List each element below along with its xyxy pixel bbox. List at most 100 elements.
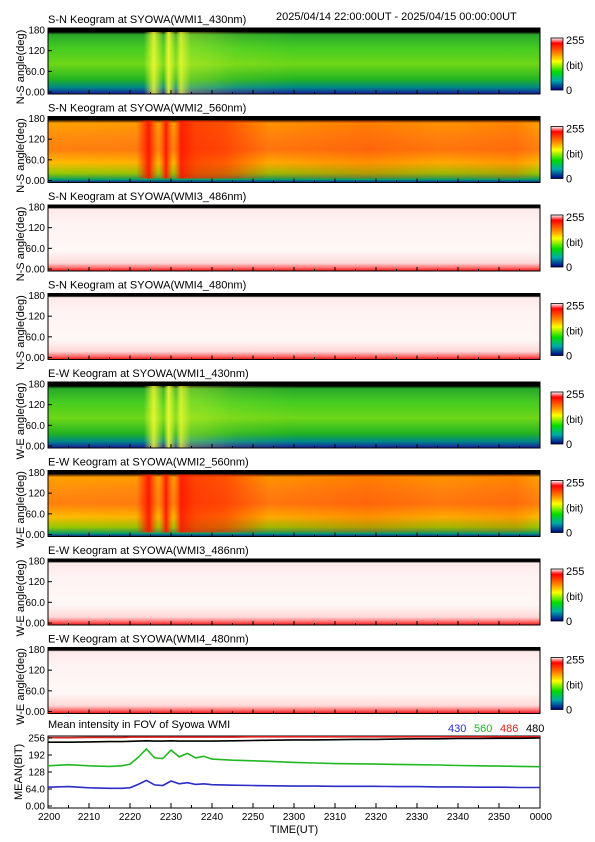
keogram-panel: S-N Keogram at SYOWA(WMI2_560nm)180 120 60… [15, 103, 584, 193]
keogram-panel: E-W Keogram at SYOWA(WMI3_486nm)180 120 60… [15, 545, 584, 636]
chart-y-tick-label: 64.0 [26, 785, 46, 796]
keogram-panels: S-N Keogram at SYOWA(WMI1_430nm)18012060… [15, 14, 584, 725]
keogram-y-tick-label: 60.0 [26, 67, 46, 78]
chart-x-tick-label: 2340 [447, 812, 470, 823]
keogram-panel-title: S-N Keogram at SYOWA(WMI3_486nm) [48, 191, 246, 203]
keogram-overlay [48, 120, 540, 179]
colorbar-max-label: 255 [566, 478, 584, 490]
keogram-y-tick-label: 60.0 [26, 155, 46, 166]
series-line-486 [48, 735, 540, 739]
colorbar-min-label: 0 [566, 616, 572, 628]
keogram-y-tick-label: 120 [28, 135, 45, 146]
colorbar-min-label: 0 [566, 351, 572, 363]
colorbar-unit-label: (bit) [566, 238, 583, 249]
colorbar-unit-label: (bit) [566, 327, 583, 338]
chart-x-tick-label: 2250 [242, 812, 265, 823]
colorbar-max-label: 255 [566, 655, 584, 667]
keogram-y-axis-label: W-E angle(deg) [15, 383, 27, 460]
keogram-y-tick-label: 120 [28, 577, 45, 588]
colorbar [550, 391, 564, 445]
colorbar [550, 126, 564, 179]
keogram-image [48, 559, 540, 625]
chart-x-axis-label: TIME(UT) [270, 824, 318, 836]
keogram-y-tick-label: 120 [28, 312, 45, 323]
keogram-y-tick-label: 0.00 [26, 353, 46, 364]
keogram-panel: S-N Keogram at SYOWA(WMI3_486nm)180 120 60… [15, 191, 584, 281]
legend-entry-430: 430 [448, 723, 466, 735]
keogram-y-tick-label: 180 [28, 557, 45, 568]
keogram-y-axis-label: W-E angle(deg) [15, 648, 27, 725]
keogram-panel: S-N Keogram at SYOWA(WMI1_430nm)180 120 60… [15, 14, 584, 104]
keogram-y-tick-label: 180 [28, 468, 45, 479]
colorbar-max-label: 255 [566, 301, 584, 313]
keogram-overlay [48, 474, 540, 533]
colorbar-min-label: 0 [566, 174, 572, 186]
chart-x-tick-label: 2330 [406, 812, 429, 823]
legend-entry-560: 560 [474, 723, 492, 735]
colorbar [550, 657, 564, 710]
keogram-y-tick-label: 120 [28, 489, 45, 500]
mean-intensity-chart: Mean intensity in FOV of Syowa WMI 430 56… [13, 719, 552, 836]
legend-entry-486: 486 [500, 723, 518, 735]
chart-y-axis-label: MEAN(BIT) [13, 744, 25, 800]
keogram-y-axis-label: N-S angle(deg) [15, 207, 27, 282]
keogram-y-tick-label: 120 [28, 666, 45, 677]
colorbar-max-label: 255 [566, 389, 584, 401]
keogram-overlay [48, 32, 540, 94]
chart-y-tick-label: 128 [28, 768, 45, 779]
keogram-y-tick-label: 60.0 [26, 332, 46, 343]
colorbar [550, 568, 564, 622]
colorbar-min-label: 0 [566, 528, 572, 540]
keogram-panel: E-W Keogram at SYOWA(WMI4_480nm)180 120 60… [15, 634, 584, 725]
keogram-panel-title: E-W Keogram at SYOWA(WMI3_486nm) [48, 545, 249, 557]
colorbar-unit-label: (bit) [566, 592, 583, 603]
keogram-y-tick-label: 0.00 [26, 707, 46, 718]
colorbar-min-label: 0 [566, 439, 572, 451]
series-line-430 [47, 779, 540, 790]
chart-y-tick-label: 256 [28, 734, 45, 745]
header-time-range: 2025/04/14 22:00:00UT - 2025/04/15 00:00… [276, 11, 517, 23]
colorbar-unit-label: (bit) [566, 150, 583, 161]
chart-title: Mean intensity in FOV of Syowa WMI [48, 719, 230, 731]
keogram-y-axis-label: N-S angle(deg) [15, 295, 27, 370]
keogram-y-tick-label: 120 [28, 400, 45, 411]
keogram-panel-title: S-N Keogram at SYOWA(WMI2_560nm) [48, 103, 246, 115]
keogram-panel-title: E-W Keogram at SYOWA(WMI1_430nm) [48, 368, 249, 380]
series-line-560 [47, 747, 541, 768]
colorbar-max-label: 255 [566, 212, 584, 224]
chart-x-tick-label: 2210 [78, 812, 101, 823]
colorbar-min-label: 0 [566, 85, 572, 97]
colorbar [550, 303, 564, 356]
chart-x-tick-label: 2310 [324, 812, 347, 823]
keogram-y-axis-label: W-E angle(deg) [15, 471, 27, 548]
colorbar-max-label: 255 [566, 566, 584, 578]
keogram-y-tick-label: 0.00 [26, 530, 46, 541]
keogram-y-axis-label: N-S angle(deg) [15, 30, 27, 105]
keogram-y-tick-label: 0.00 [26, 619, 46, 630]
keogram-image [48, 205, 540, 271]
chart-x-tick-label: 2200 [38, 812, 61, 823]
keogram-y-tick-label: 180 [28, 26, 45, 37]
keogram-y-tick-label: 180 [28, 114, 45, 125]
keogram-image [48, 647, 540, 714]
colorbar-unit-label: (bit) [566, 504, 583, 515]
keogram-y-tick-label: 0.00 [26, 265, 46, 276]
keogram-panel-title: S-N Keogram at SYOWA(WMI1_430nm) [48, 14, 246, 26]
keogram-overlay [48, 386, 540, 448]
chart-x-tick-label: 2320 [365, 812, 388, 823]
colorbar [550, 480, 564, 533]
keogram-panel-title: E-W Keogram at SYOWA(WMI2_560nm) [48, 457, 249, 469]
series-line-480 [48, 737, 541, 744]
keogram-panel: E-W Keogram at SYOWA(WMI2_560nm)180 120 60… [15, 457, 584, 548]
keogram-y-axis-label: N-S angle(deg) [15, 118, 27, 193]
chart-y-ticks: 256 192 128 64.0 0.00 [26, 734, 52, 813]
chart-x-tick-label: 0000 [530, 812, 553, 823]
chart-y-tick-label: 192 [28, 751, 45, 762]
keogram-panel-title: E-W Keogram at SYOWA(WMI4_480nm) [48, 634, 249, 646]
legend-entry-480: 480 [526, 723, 544, 735]
keogram-y-tick-label: 180 [28, 645, 45, 656]
colorbar-unit-label: (bit) [566, 61, 583, 72]
colorbar [550, 37, 564, 91]
chart-x-tick-label: 2350 [488, 812, 511, 823]
